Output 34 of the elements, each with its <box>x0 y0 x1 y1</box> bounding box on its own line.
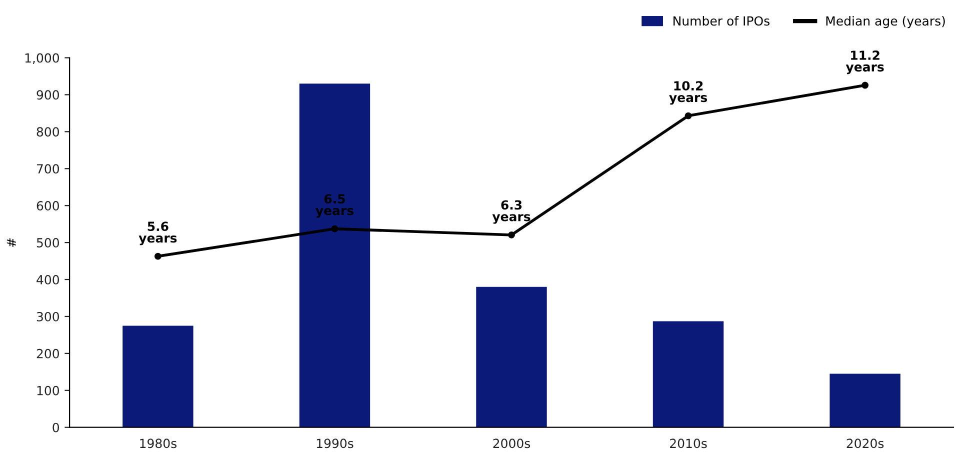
point <box>154 252 162 260</box>
data-label: 6.3 years <box>492 200 530 224</box>
y-tick-label: 200 <box>36 348 59 358</box>
point <box>684 112 692 120</box>
y-tick-label: 600 <box>36 201 59 211</box>
x-tick-label: 2010s <box>670 438 707 448</box>
bar <box>476 286 547 428</box>
x-tick-label: 1980s <box>140 438 176 448</box>
bar <box>652 321 724 428</box>
y-tick-label: 0 <box>52 422 59 432</box>
legend-label: Number of IPOs <box>674 16 770 26</box>
data-label: 6.5 years <box>316 194 354 218</box>
bar <box>299 84 370 428</box>
y-tick-label: 300 <box>36 312 59 322</box>
y-tick-label: 1,000 <box>25 53 59 64</box>
x-tick-label: 1990s <box>316 438 354 448</box>
point <box>331 225 338 232</box>
y-tick-label: 700 <box>36 164 59 174</box>
x-tick-label: 2020s <box>846 438 884 448</box>
point <box>508 231 515 238</box>
y-tick-label: 500 <box>36 238 59 248</box>
y-axis-title: # <box>6 238 16 247</box>
x-tick-label: 2000s <box>493 438 530 448</box>
point <box>862 82 869 89</box>
legend-label: Median age (years) <box>826 16 945 28</box>
y-tick-label: 400 <box>36 274 59 284</box>
y-tick-label: 800 <box>36 127 59 137</box>
y-tick-label: 100 <box>37 386 59 396</box>
y-tick-label: 900 <box>36 90 59 100</box>
data-label: 10.2 years <box>669 81 708 105</box>
data-label: 5.6 years <box>138 222 177 246</box>
data-label: 11.2 years <box>846 50 884 74</box>
bar <box>122 326 194 428</box>
bar <box>830 374 900 428</box>
